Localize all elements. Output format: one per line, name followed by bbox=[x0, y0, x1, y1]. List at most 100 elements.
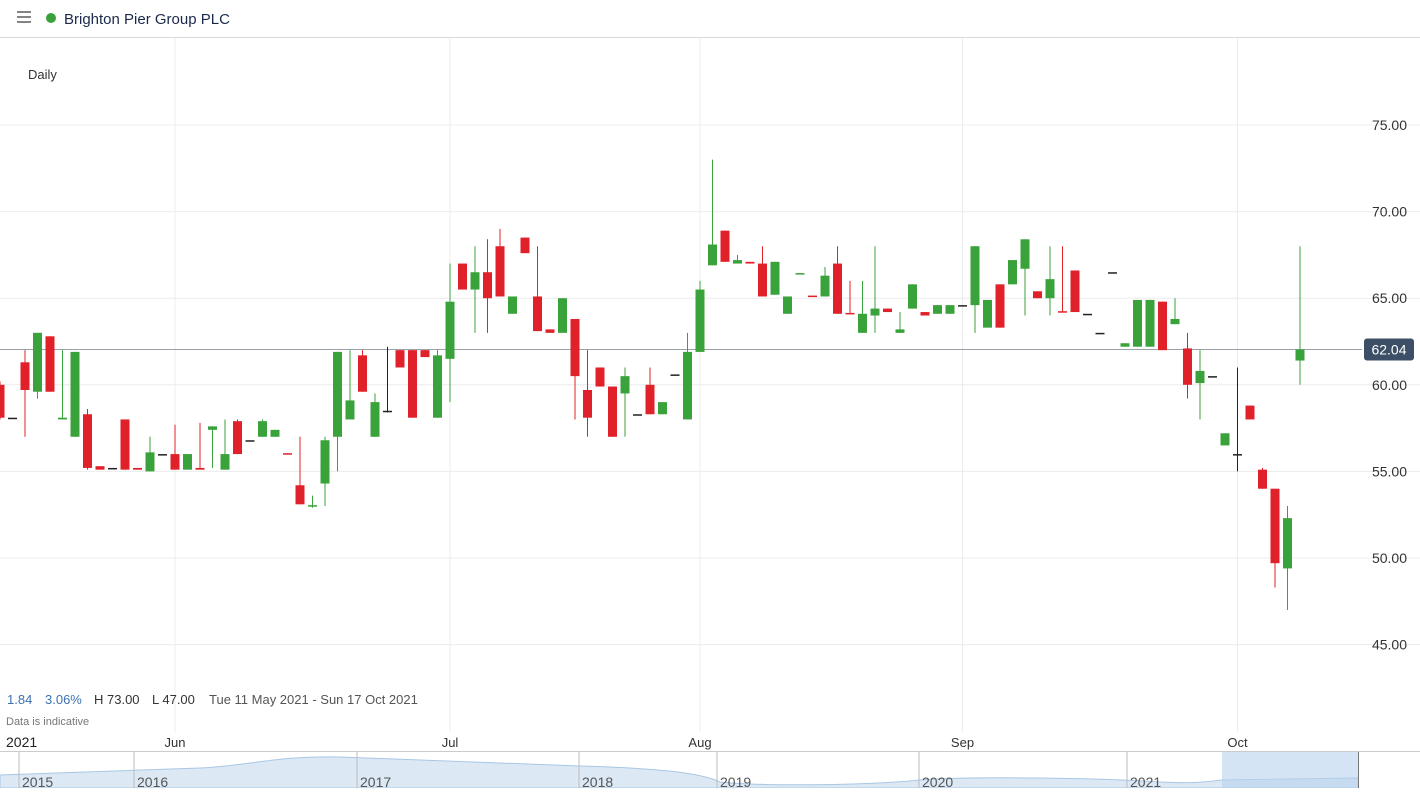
last-price-badge bbox=[1364, 338, 1414, 361]
candle-body bbox=[445, 301, 455, 359]
candle-body bbox=[1170, 318, 1180, 325]
candle-body bbox=[408, 350, 417, 418]
candle-body bbox=[220, 454, 230, 470]
candle-body bbox=[508, 296, 517, 314]
candle-body bbox=[933, 305, 942, 314]
candle-body bbox=[1295, 349, 1305, 361]
change: 1.84 bbox=[7, 692, 32, 707]
candle-body bbox=[183, 454, 192, 470]
candle-body bbox=[870, 308, 880, 316]
candle-body bbox=[370, 402, 380, 437]
navigator-year: 2017 bbox=[360, 774, 391, 788]
candle-body bbox=[533, 296, 542, 332]
candle-body bbox=[995, 284, 1005, 328]
x-tick-label: Sep bbox=[951, 735, 974, 750]
interval-label: Daily bbox=[28, 67, 57, 82]
candle-body bbox=[970, 246, 980, 306]
x-tick-label: Jun bbox=[165, 735, 186, 750]
candle-body bbox=[945, 305, 955, 314]
candle-body bbox=[120, 419, 130, 470]
candle-body bbox=[358, 355, 367, 392]
candle-body bbox=[495, 246, 505, 297]
candle-body bbox=[1120, 343, 1130, 347]
y-tick-label: 70.00 bbox=[1372, 204, 1407, 220]
candle-body bbox=[520, 237, 530, 254]
candle-body bbox=[708, 244, 717, 266]
x-tick-label: Oct bbox=[1227, 735, 1248, 750]
candle-body bbox=[658, 402, 667, 415]
candle-body bbox=[1208, 376, 1217, 378]
candle-body bbox=[1258, 469, 1267, 489]
candle-body bbox=[208, 426, 217, 430]
status-dot bbox=[46, 13, 56, 23]
navigator-selection[interactable] bbox=[1222, 752, 1358, 788]
candle-body bbox=[595, 367, 605, 387]
candle-body bbox=[1033, 291, 1042, 299]
navigator-year: 2018 bbox=[582, 774, 613, 788]
last-price-label: 62.04 bbox=[1371, 341, 1406, 357]
candle-body bbox=[683, 351, 692, 420]
navigator-area bbox=[0, 756, 1359, 789]
candle-body bbox=[345, 400, 355, 420]
high: H 73.00 bbox=[94, 692, 140, 707]
candle-body bbox=[1270, 488, 1280, 564]
candle-body bbox=[1145, 299, 1155, 347]
candle-body bbox=[170, 454, 180, 470]
candle-body bbox=[308, 505, 317, 507]
candle-body bbox=[1020, 239, 1030, 269]
candle-body bbox=[8, 417, 17, 420]
candle-body bbox=[633, 414, 642, 416]
x-tick-label: Jul bbox=[442, 735, 459, 750]
candle-body bbox=[1283, 518, 1292, 569]
navigator-year: 2020 bbox=[922, 774, 953, 788]
navigator-year: 2019 bbox=[720, 774, 751, 788]
candle-body bbox=[820, 275, 830, 297]
candle-body bbox=[133, 467, 142, 470]
candle-body bbox=[95, 466, 105, 470]
menu-icon[interactable] bbox=[17, 11, 31, 23]
candle-body bbox=[1045, 279, 1055, 299]
candle-body bbox=[620, 376, 630, 394]
candle-body bbox=[1095, 332, 1105, 335]
candle-body bbox=[545, 329, 555, 333]
candle-body bbox=[583, 389, 592, 418]
candle-body bbox=[270, 429, 280, 437]
candle-body bbox=[395, 350, 405, 368]
candle-body bbox=[758, 263, 767, 297]
candle-body bbox=[645, 384, 655, 415]
note: Data is indicative bbox=[6, 716, 89, 728]
candle-body bbox=[895, 329, 905, 333]
candle-body bbox=[295, 485, 305, 505]
candle-body bbox=[1233, 454, 1242, 456]
candle-body bbox=[1158, 301, 1167, 351]
candle-body bbox=[770, 261, 780, 295]
candle-body bbox=[195, 467, 205, 470]
candle-body bbox=[233, 421, 242, 455]
candle-body bbox=[570, 318, 580, 377]
low: L 47.00 bbox=[152, 692, 195, 707]
candle-body bbox=[320, 440, 330, 484]
candle-body bbox=[608, 386, 617, 437]
candle-body bbox=[1058, 311, 1067, 313]
candle-body bbox=[745, 261, 755, 264]
candle-body bbox=[420, 350, 430, 358]
candle-body bbox=[458, 263, 467, 290]
candle-body bbox=[920, 312, 930, 316]
date-range: Tue 11 May 2021 - Sun 17 Oct 2021 bbox=[209, 692, 418, 707]
candle-body bbox=[1220, 433, 1230, 446]
y-tick-label: 75.00 bbox=[1372, 117, 1407, 133]
candle-body bbox=[983, 299, 992, 328]
candle-body bbox=[333, 351, 342, 437]
y-tick-label: 60.00 bbox=[1372, 377, 1407, 393]
candle-body bbox=[470, 272, 480, 290]
navigator-year: 2015 bbox=[22, 774, 53, 788]
candle-body bbox=[45, 336, 55, 392]
candle-body bbox=[1070, 270, 1080, 313]
candle-body bbox=[1183, 348, 1192, 385]
change-pct: 3.06% bbox=[45, 692, 82, 707]
y-tick-label: 45.00 bbox=[1372, 637, 1407, 653]
candle-body bbox=[733, 260, 742, 264]
candle-body bbox=[58, 417, 67, 420]
